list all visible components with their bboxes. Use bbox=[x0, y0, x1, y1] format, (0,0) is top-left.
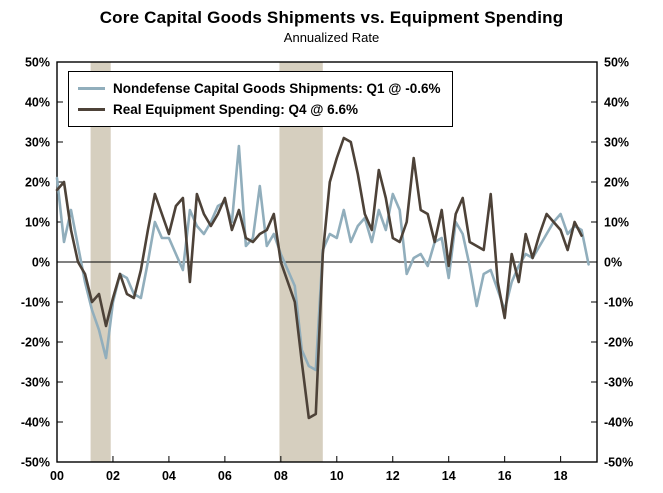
series-line-equipment bbox=[55, 136, 583, 420]
legend: Nondefense Capital Goods Shipments: Q1 @… bbox=[68, 71, 454, 127]
legend-item-shipments: Nondefense Capital Goods Shipments: Q1 @… bbox=[78, 78, 440, 99]
x-axis-label: 10 bbox=[330, 469, 344, 483]
y-axis-label-right: 50% bbox=[604, 56, 629, 70]
y-axis-label-right: -10% bbox=[604, 296, 633, 310]
chart-title: Core Capital Goods Shipments vs. Equipme… bbox=[99, 8, 564, 27]
y-axis-label-right: -30% bbox=[604, 376, 633, 390]
y-axis-label-left: 20% bbox=[25, 176, 50, 190]
x-axis-label: 18 bbox=[554, 469, 568, 483]
y-axis-label-left: -20% bbox=[21, 336, 50, 350]
plot-border bbox=[56, 61, 598, 463]
shipments-line-swatch bbox=[78, 87, 105, 90]
x-axis-label: 06 bbox=[218, 469, 232, 483]
y-axis-label-left: -40% bbox=[21, 416, 50, 430]
y-axis-label-left: 0% bbox=[32, 256, 50, 270]
y-axis-label-right: 0% bbox=[604, 256, 622, 270]
y-axis-label-left: 50% bbox=[25, 56, 50, 70]
y-axis-label-left: 30% bbox=[25, 136, 50, 150]
legend-label-shipments: Nondefense Capital Goods Shipments: Q1 @… bbox=[113, 81, 441, 96]
legend-label-equipment: Real Equipment Spending: Q4 @ 6.6% bbox=[113, 102, 358, 117]
y-axis-label-right: 10% bbox=[604, 216, 629, 230]
legend-item-equipment: Real Equipment Spending: Q4 @ 6.6% bbox=[78, 99, 440, 120]
y-axis-label-right: -50% bbox=[604, 456, 633, 470]
y-axis-label-right: 20% bbox=[604, 176, 629, 190]
y-axis-label-left: -30% bbox=[21, 376, 50, 390]
y-axis-label-left: 10% bbox=[25, 216, 50, 230]
x-axis-label: 02 bbox=[106, 469, 120, 483]
y-axis-label-left: -10% bbox=[21, 296, 50, 310]
y-axis-label-right: -20% bbox=[604, 336, 633, 350]
x-axis-label: 00 bbox=[50, 469, 64, 483]
y-axis-label-right: 30% bbox=[604, 136, 629, 150]
chart-subtitle: Annualized Rate bbox=[283, 30, 380, 45]
y-axis-label-right: 40% bbox=[604, 96, 629, 110]
x-axis-label: 04 bbox=[162, 469, 176, 483]
equipment-line-swatch bbox=[78, 108, 105, 111]
y-axis-label-right: -40% bbox=[604, 416, 633, 430]
x-axis-label: 08 bbox=[274, 469, 288, 483]
y-axis-label-left: -50% bbox=[21, 456, 50, 470]
x-axis-label: 14 bbox=[442, 469, 456, 483]
x-axis-label: 16 bbox=[498, 469, 512, 483]
x-axis-label: 12 bbox=[386, 469, 400, 483]
y-axis-label-left: 40% bbox=[25, 96, 50, 110]
